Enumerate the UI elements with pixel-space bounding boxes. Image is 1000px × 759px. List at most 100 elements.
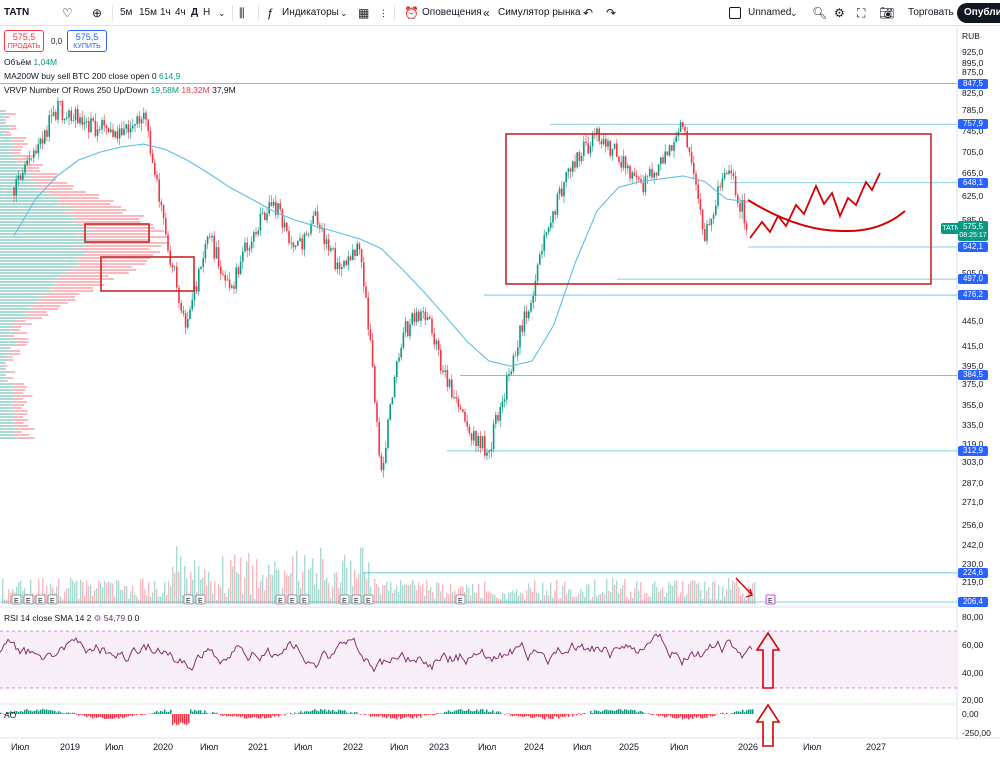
ao-bar	[98, 714, 100, 717]
candle-body	[354, 250, 356, 256]
vrvp-bar-up	[0, 206, 70, 208]
candle-body	[108, 128, 110, 132]
volume-bar	[268, 565, 269, 604]
buy-button[interactable]: 575,5 КУПИТЬ	[67, 30, 107, 52]
ao-bar	[30, 711, 32, 714]
volume-bar	[256, 559, 257, 604]
vrvp-legend[interactable]: VRVP Number Of Rows 250 Up/Down 19,58M 1…	[4, 85, 236, 95]
ao-bar	[44, 710, 46, 714]
candle-body	[568, 169, 570, 172]
ao-bar	[510, 714, 512, 716]
volume-bar	[616, 581, 617, 604]
candle-body	[227, 280, 229, 281]
candle-body	[469, 427, 471, 434]
candle-body	[693, 163, 695, 174]
candle-body	[112, 130, 114, 137]
candle-body	[172, 265, 174, 267]
volume-bar	[160, 596, 161, 604]
level-label: 847,5	[958, 79, 988, 89]
vrvp-bar-down	[4, 374, 7, 376]
ao-bar	[240, 714, 242, 717]
vrvp-bar-up	[0, 305, 30, 307]
ma-legend[interactable]: MA200W buy sell BTC 200 close open 0 614…	[4, 71, 180, 81]
volume-bar	[726, 590, 727, 604]
candle-body	[209, 237, 211, 238]
ao-bar	[22, 712, 24, 714]
candle-body	[20, 176, 22, 180]
ao-bar	[186, 714, 188, 725]
ao-bar	[752, 709, 754, 714]
candle-body	[554, 211, 556, 215]
candle-body	[462, 409, 464, 412]
candle-body	[429, 317, 431, 319]
rsi-settings-icon[interactable]: ⚙	[94, 613, 102, 623]
time-tick: 2020	[153, 742, 173, 752]
ao-bar	[400, 714, 402, 719]
candle-body	[491, 449, 493, 451]
ao-bar	[216, 713, 218, 714]
ao-bar	[664, 714, 666, 718]
vrvp-bar-up	[0, 314, 27, 316]
vrvp-bar-down	[6, 347, 11, 349]
ao-bar	[464, 711, 466, 714]
candle-body	[264, 213, 266, 220]
ao-bar	[276, 714, 278, 716]
candle-body	[535, 281, 537, 296]
candle-body	[409, 324, 411, 336]
candle-body	[222, 274, 224, 275]
volume-bar	[104, 581, 105, 604]
candle-body	[728, 171, 730, 174]
candle-body	[455, 397, 457, 399]
candle-body	[262, 213, 264, 214]
ao-bar	[608, 711, 610, 715]
candle-body	[713, 215, 715, 219]
volume-bar	[630, 592, 631, 605]
ao-bar	[164, 710, 166, 714]
vrvp-bar-down	[21, 170, 40, 172]
candle-body	[59, 101, 61, 102]
ao-bar	[432, 714, 434, 715]
vrvp-bar-up	[0, 269, 70, 271]
ao-bar	[18, 712, 20, 714]
volume-bar	[310, 568, 311, 604]
vrvp-bar-up	[0, 425, 14, 427]
vrvp-bar-up	[0, 320, 14, 322]
ao-bar	[246, 714, 248, 719]
candle-body	[163, 205, 165, 218]
ao-bar	[542, 714, 544, 719]
ao-bar	[630, 710, 632, 715]
candle-body	[205, 244, 207, 258]
sell-button[interactable]: 575,5 ПРОДАТЬ	[4, 30, 44, 52]
candle-body	[557, 194, 559, 215]
candle-body	[515, 356, 517, 357]
vrvp-bar-up	[0, 404, 12, 406]
vrvp-bar-down	[83, 227, 154, 229]
rsi-legend[interactable]: RSI 14 close SMA 14 2 ⚙ 54,79 0 0	[4, 613, 139, 624]
ao-bar	[734, 712, 736, 714]
ao-bar	[70, 713, 72, 714]
candle-body	[447, 370, 449, 387]
ao-bar	[112, 714, 114, 719]
candle-body	[101, 120, 103, 129]
volume-legend[interactable]: Объём 1,04M	[4, 57, 57, 67]
volume-bar	[634, 588, 635, 604]
candle-body	[656, 173, 658, 176]
ao-bar	[190, 709, 192, 714]
candle-body	[51, 115, 53, 116]
candle-body	[103, 120, 105, 126]
ao-legend[interactable]: AO	[4, 710, 16, 720]
vrvp-bar-up	[0, 380, 5, 382]
vrvp-bar-up	[0, 212, 64, 214]
ao-bar	[198, 710, 200, 714]
vrvp-bar-up	[0, 431, 13, 433]
candle-body	[570, 169, 572, 172]
candle-body	[99, 129, 101, 130]
ao-bar	[522, 714, 524, 717]
ao-bar	[634, 710, 636, 714]
volume-bar	[444, 598, 445, 604]
candle-body	[537, 265, 539, 281]
vrvp-bar-down	[17, 428, 34, 430]
candle-body	[260, 214, 262, 231]
candle-body	[132, 126, 134, 129]
